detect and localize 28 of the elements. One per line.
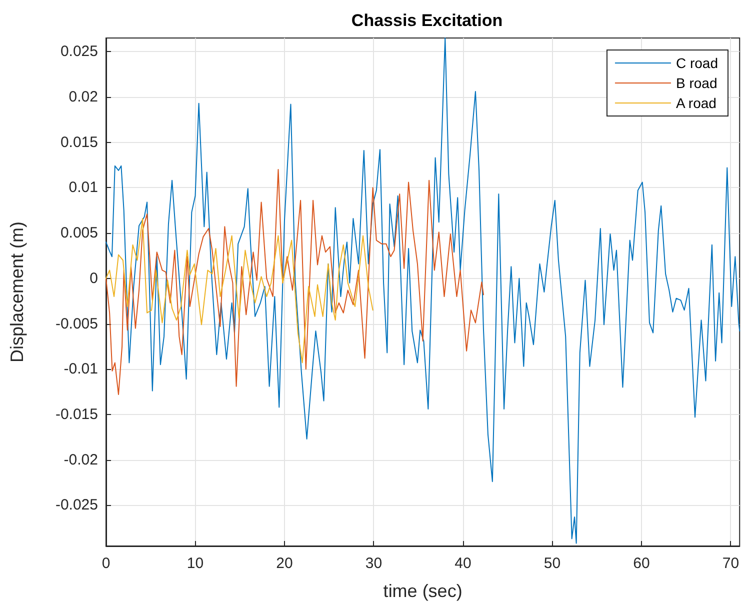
- y-tick-label: 0.025: [60, 43, 98, 60]
- y-axis-title: Displacement (m): [7, 221, 27, 363]
- legend-label: A road: [676, 95, 716, 111]
- line-series: [106, 218, 374, 364]
- x-tick-label: 50: [544, 555, 561, 572]
- y-tick-label: -0.005: [55, 315, 98, 332]
- chart-title: Chassis Excitation: [351, 11, 503, 30]
- y-tick-label: 0: [90, 270, 98, 287]
- y-tick-label: 0.015: [60, 134, 98, 151]
- x-tick-label: 30: [365, 555, 382, 572]
- x-axis-title: time (sec): [383, 581, 462, 601]
- legend-label: C road: [676, 55, 718, 71]
- y-tick-label: -0.025: [55, 496, 98, 514]
- y-tick-label: -0.01: [64, 360, 98, 378]
- x-tick-label: 40: [454, 555, 472, 572]
- line-series: [106, 38, 740, 544]
- y-tick-label: -0.015: [55, 406, 98, 423]
- x-tick-label: 70: [722, 555, 740, 572]
- x-tick-label: 60: [633, 555, 650, 572]
- line-series: [106, 169, 484, 396]
- y-tick-label: 0.02: [68, 88, 98, 106]
- x-tick-label: 0: [102, 555, 110, 572]
- y-tick-label: 0.005: [60, 224, 98, 242]
- x-tick-label: 10: [186, 555, 204, 572]
- y-tick-label: 0.01: [68, 179, 98, 196]
- y-tick-label: -0.02: [64, 451, 98, 468]
- x-tick-label: 20: [276, 555, 293, 572]
- legend-label: B road: [676, 75, 718, 91]
